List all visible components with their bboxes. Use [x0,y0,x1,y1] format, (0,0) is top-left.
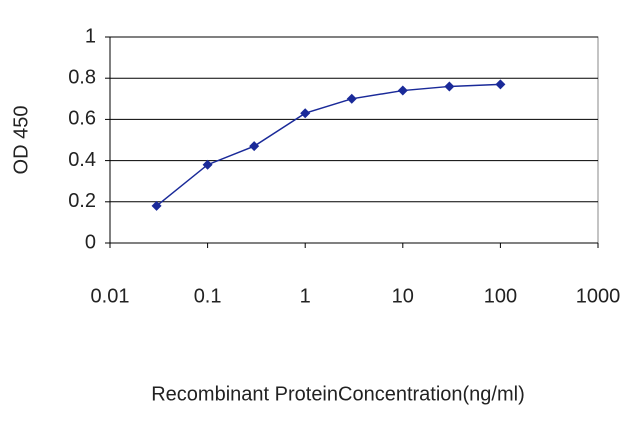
marker [249,141,260,152]
y-tick-label: 0 [85,231,96,253]
x-tick-label: 1 [300,285,311,307]
x-axis-label: Recombinant ProteinConcentration(ng/ml) [151,383,525,405]
y-tick-label: 0.2 [68,190,96,212]
marker [397,85,408,96]
plot-area [109,36,599,244]
x-tick-label: 1000 [576,285,621,307]
x-tick-label: 0.1 [194,285,222,307]
marker [444,81,455,92]
x-tick-label: 10 [392,285,414,307]
y-tick-label: 0.4 [68,149,96,171]
x-tick-label: 100 [484,285,517,307]
marker [495,79,506,90]
marker [151,200,162,211]
marker [300,108,311,119]
line [156,83,501,207]
marker [346,93,357,104]
y-tick-label: 0.8 [68,66,96,88]
y-tick-label: 1 [85,25,96,47]
x-tick-label: 0.01 [91,285,130,307]
marker [202,159,213,170]
y-tick-label: 0.6 [68,108,96,130]
y-axis-label: OD 450 [10,106,32,175]
